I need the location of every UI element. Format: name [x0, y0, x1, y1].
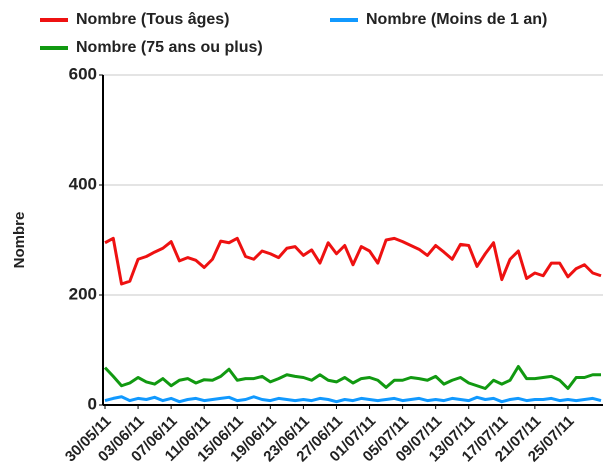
y-tick-label: 200 — [69, 284, 97, 303]
series-line — [104, 236, 602, 286]
y-tick-label: 600 — [69, 64, 97, 83]
series-line — [103, 365, 601, 390]
series-line — [104, 395, 602, 404]
legend-label: Nombre (Tous âges) — [76, 11, 230, 28]
y-tick-label: 400 — [69, 174, 97, 193]
y-tick-label: 0 — [88, 394, 97, 413]
legend-label: Nombre (Moins de 1 an) — [366, 11, 547, 28]
legend-label: Nombre (75 ans ou plus) — [76, 39, 263, 56]
y-axis-label: Nombre — [11, 212, 28, 269]
